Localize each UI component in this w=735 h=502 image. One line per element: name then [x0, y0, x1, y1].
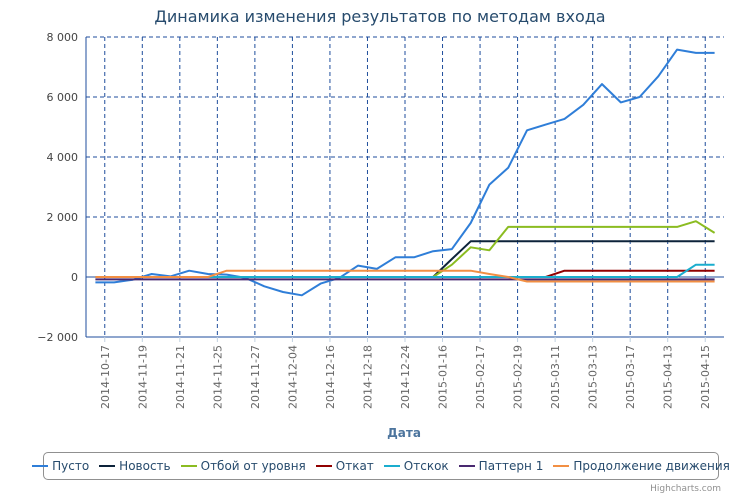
legend-swatch-icon — [99, 465, 116, 467]
legend-swatch-icon — [180, 465, 197, 467]
legend-item[interactable]: Продолжение движения — [553, 459, 730, 473]
legend-label: Паттерн 1 — [478, 459, 544, 473]
x-tick-label: 2015-01-16 — [437, 345, 450, 409]
x-axis-labels: 2014-10-17 2014-11-19 2014-11-21 2014-11-25… — [99, 345, 712, 409]
y-axis-labels: −2 000 0 2 000 4 000 6 000 8 000 — [37, 31, 78, 344]
x-tick-label: 2015-02-17 — [474, 345, 487, 409]
legend-item[interactable]: Новость — [99, 459, 171, 473]
legend-item[interactable]: Отбой от уровня — [180, 459, 306, 473]
legend: Пусто Новость Отбой от уровня Откат Отскок Па… — [32, 452, 730, 480]
legend-item[interactable]: Пусто — [32, 459, 89, 473]
legend-label: Продолжение движения — [573, 459, 730, 473]
x-tick-label: 2014-10-17 — [99, 345, 112, 409]
line-chart: Динамика изменения результатов по метода… — [37, 7, 724, 440]
y-tick-label: 8 000 — [47, 31, 79, 44]
series-line-1 — [432, 240, 715, 278]
chart-title: Динамика изменения результатов по метода… — [154, 7, 605, 26]
x-tick-label: 2015-03-17 — [624, 345, 637, 409]
legend-item[interactable]: Откат — [315, 459, 374, 473]
legend-swatch-icon — [383, 465, 400, 467]
x-tick-label: 2014-11-25 — [211, 345, 224, 409]
series-lines — [95, 48, 716, 297]
x-axis-title: Дата — [387, 426, 421, 440]
y-tick-label: 6 000 — [47, 91, 79, 104]
legend-swatch-icon — [553, 465, 570, 467]
x-tick-label: 2014-11-21 — [174, 345, 187, 409]
x-tick-label: 2014-11-19 — [136, 345, 149, 409]
legend-item[interactable]: Отскок — [383, 459, 449, 473]
legend-label: Отбой от уровня — [200, 459, 306, 473]
legend-swatch-icon — [32, 465, 49, 467]
legend-label: Пусто — [52, 459, 90, 473]
x-tick-label: 2014-12-04 — [286, 345, 299, 409]
x-tick-label: 2014-11-27 — [249, 345, 262, 409]
legend-label: Новость — [119, 459, 171, 473]
series-line-2 — [432, 220, 716, 278]
legend-label: Отскок — [403, 459, 449, 473]
legend-item[interactable]: Паттерн 1 — [458, 459, 544, 473]
x-tick-label: 2015-04-13 — [662, 345, 675, 409]
x-tick-label: 2015-04-15 — [699, 345, 712, 409]
y-tick-label: 4 000 — [47, 151, 79, 164]
series-line-0 — [95, 48, 715, 297]
series-line-6 — [95, 269, 715, 283]
x-tick-label: 2014-12-16 — [324, 345, 337, 409]
legend-swatch-icon — [315, 465, 332, 467]
y-tick-label: 0 — [71, 271, 78, 284]
x-tick-label: 2015-03-13 — [587, 345, 600, 409]
grid — [85, 36, 724, 342]
x-tick-label: 2014-12-24 — [399, 345, 412, 409]
x-tick-label: 2015-03-11 — [549, 345, 562, 409]
credits-link[interactable]: Highcharts.com — [650, 484, 721, 494]
legend-label: Откат — [335, 459, 374, 473]
y-tick-label: 2 000 — [47, 211, 79, 224]
x-tick-label: 2015-02-19 — [512, 345, 525, 409]
legend-swatch-icon — [458, 465, 475, 467]
x-tick-label: 2014-12-18 — [361, 345, 374, 409]
y-tick-label: −2 000 — [37, 331, 78, 344]
